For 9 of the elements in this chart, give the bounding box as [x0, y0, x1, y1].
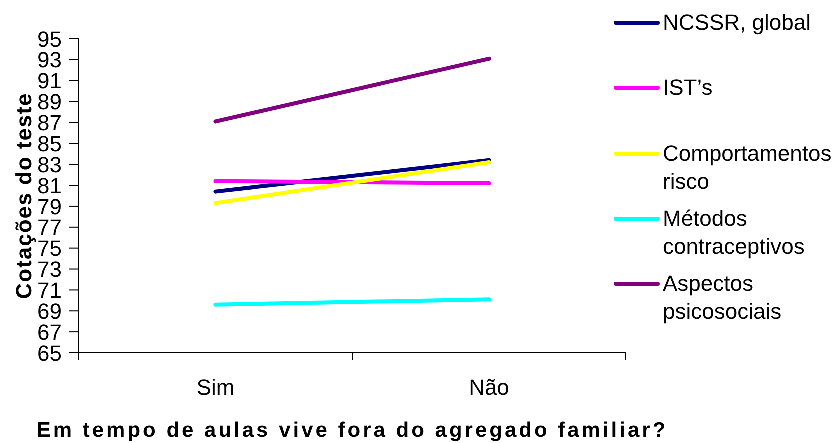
legend-label: IST’s — [663, 74, 714, 102]
x-tick-label: Sim — [196, 375, 235, 400]
legend-label: NCSSR, global — [663, 9, 812, 37]
x-tick-label: Não — [469, 375, 510, 400]
legend-label: Comportamentos risco — [663, 140, 833, 196]
y-axis-title: Cotações do teste — [12, 92, 36, 300]
legend-label: Aspectos psicosociais — [663, 270, 783, 326]
x-axis-title: Em tempo de aulas vive fora do agregado familiar? — [36, 419, 668, 442]
legend-label: Métodos contraceptivos — [663, 204, 806, 261]
